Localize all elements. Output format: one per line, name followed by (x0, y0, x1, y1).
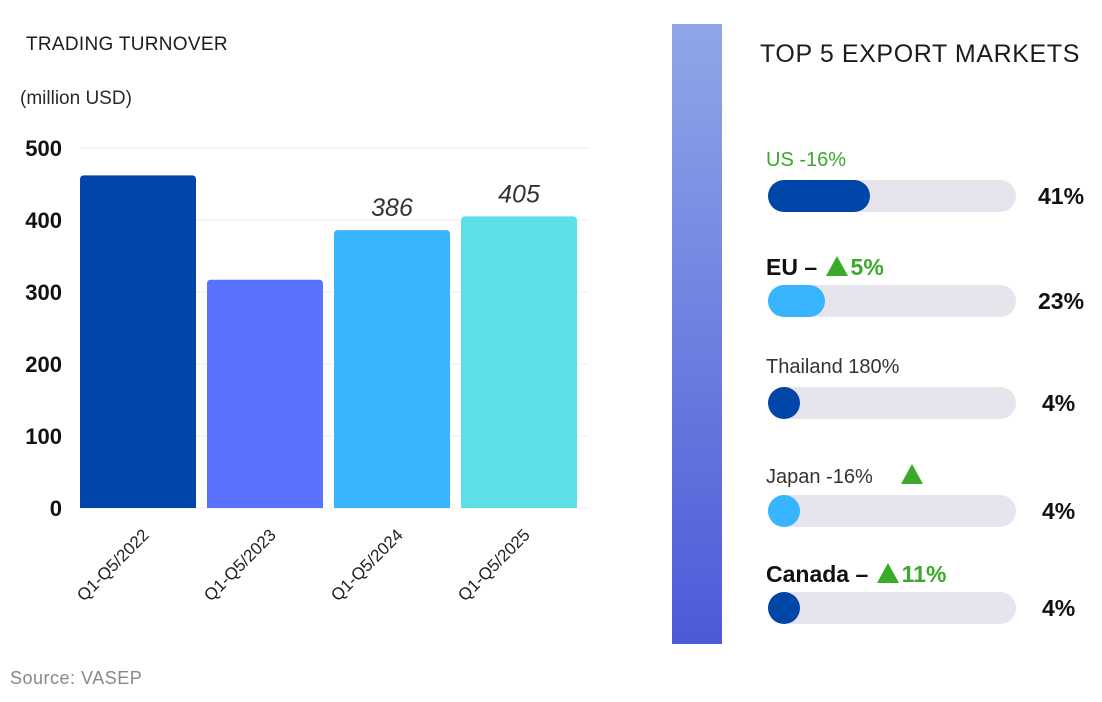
market-label-text: US -16% (766, 149, 847, 171)
market-share-percent: 4% (1042, 390, 1076, 416)
y-tick-label: 0 (50, 496, 62, 521)
progress-fill (768, 387, 800, 419)
progress-track (768, 495, 1016, 527)
market-label: Japan -16% (766, 464, 926, 489)
y-tick-label: 500 (25, 136, 62, 161)
progress-track (768, 592, 1016, 624)
bar-chart-svg: 0 100 200 300 400 500 Q1-Q5/2022 Q1-Q5/2023 386 Q… (25, 136, 588, 605)
market-share-percent: 23% (1038, 288, 1085, 314)
bar (334, 230, 450, 508)
y-tick-label: 100 (25, 424, 62, 449)
market-label-text: 11% (901, 561, 947, 587)
progress-track (768, 387, 1016, 419)
market-label-text: Thailand 180% (766, 356, 900, 378)
x-category-label: Q1-Q5/2023 (200, 525, 280, 605)
market-row: Japan -16% 4% (730, 460, 1102, 540)
progress-track (768, 285, 1016, 317)
export-markets-title: TOP 5 EXPORT MARKETS (760, 40, 1080, 68)
bar (461, 216, 577, 508)
market-share-percent: 41% (1038, 183, 1085, 209)
chart-title: TRADING TURNOVER (26, 34, 228, 55)
market-row: Canada – 11% 4% (730, 557, 1102, 637)
bar-data-label: 405 (498, 180, 540, 208)
market-row: EU – 5% 23% (730, 250, 1102, 330)
market-share-percent: 4% (1042, 498, 1076, 524)
y-tick-label: 400 (25, 208, 62, 233)
market-row: Thailand 180% 4% (730, 352, 1102, 432)
source-note: Source: VASEP (10, 668, 143, 688)
y-axis-unit-label: (million USD) (20, 88, 132, 109)
market-row: US -16% 41% (730, 145, 1102, 225)
gradient-divider (672, 24, 722, 644)
bar-data-label: 386 (371, 194, 413, 222)
market-share-percent: 4% (1042, 595, 1076, 621)
bar (207, 279, 323, 508)
bar (80, 175, 196, 509)
y-tick-label: 300 (25, 280, 62, 305)
y-tick-label: 200 (25, 352, 62, 377)
up-arrow-icon (900, 464, 923, 484)
export-markets-panel: TOP 5 EXPORT MARKETS US -16% 41% EU – 5% 23… (730, 0, 1102, 660)
market-label: EU – 5% (766, 254, 884, 281)
market-label-text: Canada – (766, 561, 875, 587)
progress-fill (768, 495, 800, 527)
market-label-text: EU – (766, 254, 824, 280)
turnover-chart: TRADING TURNOVER (million USD) 0 100 200 30… (20, 34, 588, 605)
market-label-text: 5% (850, 254, 884, 280)
market-label-text: Japan -16% (766, 466, 873, 488)
x-category-label: Q1-Q5/2022 (73, 525, 153, 605)
market-label: US -16% (766, 149, 846, 172)
progress-track (768, 180, 1016, 212)
x-category-label: Q1-Q5/2025 (454, 525, 534, 605)
up-arrow-icon (825, 256, 848, 276)
market-label: Thailand 180% (766, 356, 899, 379)
progress-fill (768, 180, 870, 212)
progress-fill (768, 285, 826, 317)
progress-fill (768, 592, 800, 624)
market-label: Canada – 11% (766, 561, 946, 588)
up-arrow-icon (876, 563, 899, 583)
x-category-label: Q1-Q5/2024 (327, 525, 407, 605)
